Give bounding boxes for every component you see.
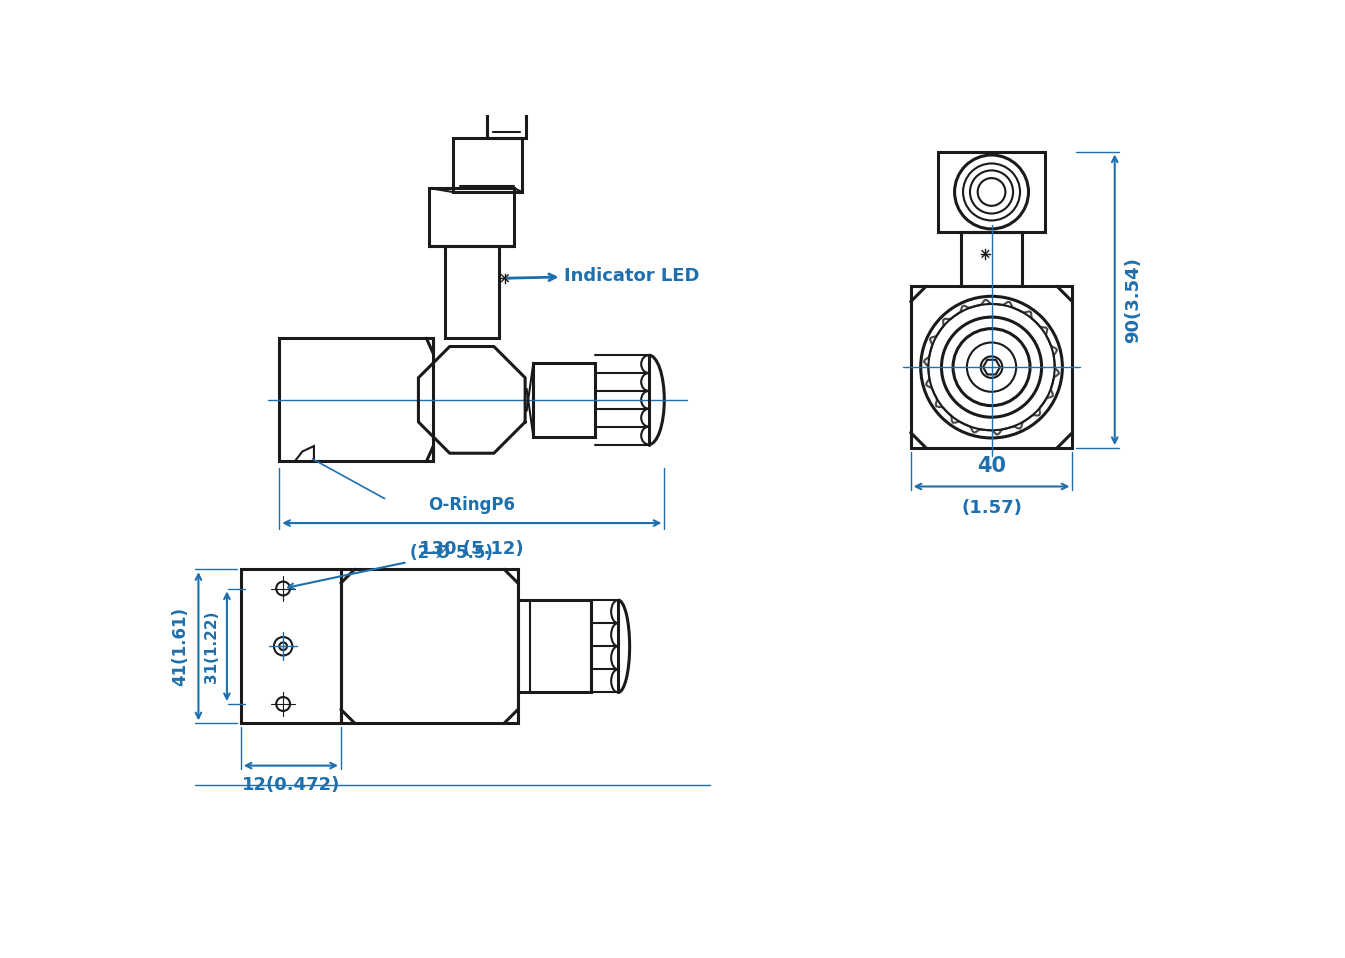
Text: 41(1.61): 41(1.61) — [171, 606, 190, 686]
Bar — [280, 338, 433, 462]
Bar — [518, 600, 592, 693]
Text: 130 (5.12): 130 (5.12) — [420, 540, 525, 558]
Bar — [452, 138, 522, 192]
Bar — [960, 233, 1022, 286]
Bar — [911, 286, 1072, 448]
Bar — [340, 569, 518, 723]
Bar — [241, 569, 340, 723]
Text: O-RingP6: O-RingP6 — [428, 496, 515, 513]
Bar — [429, 188, 514, 246]
Text: 12(0.472): 12(0.472) — [242, 776, 340, 794]
Text: (2-Ø 5.5): (2-Ø 5.5) — [288, 544, 494, 589]
Bar — [937, 151, 1045, 233]
Text: 90(3.54): 90(3.54) — [1124, 257, 1142, 343]
Bar — [445, 246, 499, 338]
Text: 40: 40 — [976, 456, 1006, 476]
Text: 31(1.22): 31(1.22) — [204, 610, 219, 682]
Bar — [487, 111, 526, 138]
Bar — [534, 363, 594, 437]
Text: Indicator LED: Indicator LED — [507, 266, 699, 285]
Text: (1.57): (1.57) — [962, 499, 1022, 516]
